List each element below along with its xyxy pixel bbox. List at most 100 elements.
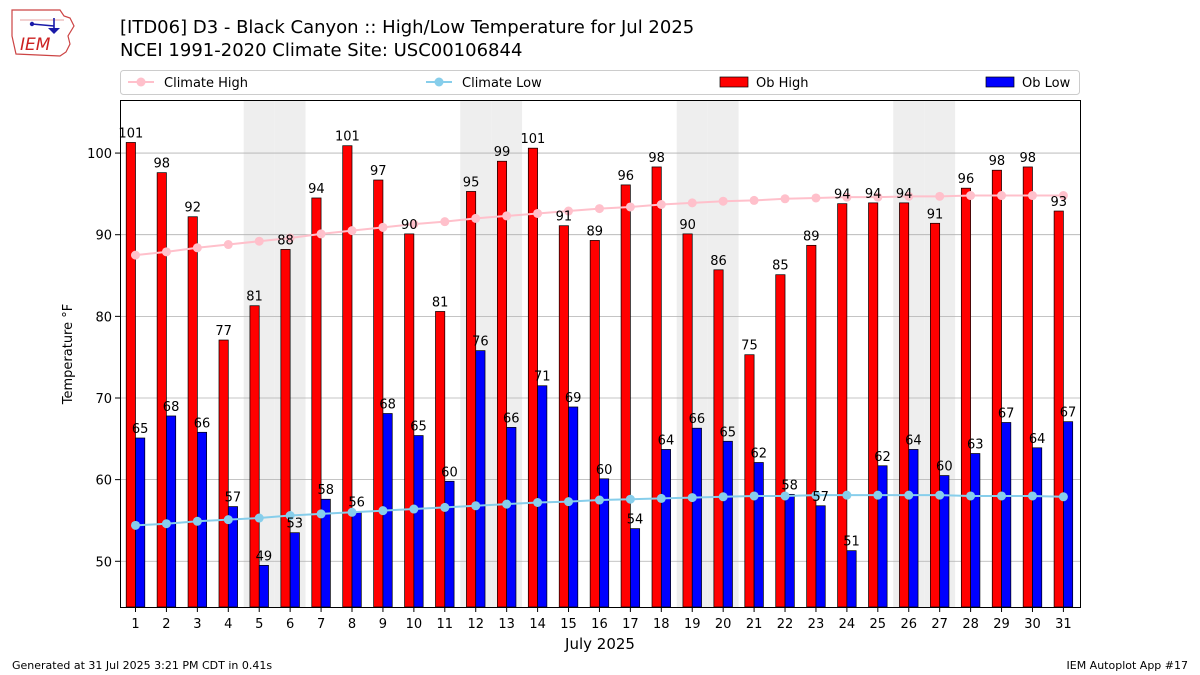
ob-low-bar-14 xyxy=(537,385,548,608)
climate-high-point-30 xyxy=(1027,191,1037,201)
climate-high-point-27 xyxy=(935,191,945,201)
ob-low-bar-24 xyxy=(846,550,857,608)
x-tick-label-22: 22 xyxy=(777,617,794,632)
ob-low-bar-26 xyxy=(908,449,919,608)
ob-high-label-15: 91 xyxy=(556,210,573,225)
ob-low-label-30: 64 xyxy=(1029,432,1046,447)
legend-label-ob-low: Ob Low xyxy=(1022,76,1071,91)
legend-swatch-ob-high xyxy=(719,76,749,88)
x-tick-label-12: 12 xyxy=(467,617,484,632)
climate-low-point-3 xyxy=(192,516,202,526)
x-tick-label-8: 8 xyxy=(348,617,356,632)
legend-label-ob-high: Ob High xyxy=(756,76,809,91)
x-tick-label-7: 7 xyxy=(317,617,325,632)
ob-high-label-29: 98 xyxy=(989,154,1006,169)
climate-low-point-26 xyxy=(904,490,914,500)
ob-high-label-19: 90 xyxy=(679,218,696,233)
ob-high-bar-25 xyxy=(868,202,879,608)
climate-high-point-8 xyxy=(347,226,357,236)
x-tick-label-17: 17 xyxy=(622,617,639,632)
ob-low-bar-17 xyxy=(630,528,641,608)
ob-low-bar-15 xyxy=(568,406,579,608)
ob-low-label-28: 63 xyxy=(967,438,984,453)
legend-marker-climate-high xyxy=(136,77,146,87)
legend: Climate High Climate Low Ob High Ob Low xyxy=(120,70,1080,95)
climate-low-point-28 xyxy=(966,491,976,501)
climate-low-point-2 xyxy=(161,519,171,529)
x-axis-label: July 2025 xyxy=(564,635,635,653)
ob-low-label-24: 51 xyxy=(843,535,860,550)
ob-high-label-26: 94 xyxy=(896,187,913,202)
logo-text: IEM xyxy=(20,35,51,55)
climate-high-point-17 xyxy=(625,202,635,212)
ob-high-bar-28 xyxy=(960,187,971,608)
climate-low-point-9 xyxy=(378,506,388,516)
ob-high-label-28: 96 xyxy=(958,172,975,187)
climate-low-point-11 xyxy=(440,502,450,512)
ob-high-label-1: 101 xyxy=(118,126,143,141)
x-tick-label-13: 13 xyxy=(498,617,515,632)
ob-high-label-8: 101 xyxy=(335,130,360,145)
y-tick-label-80: 80 xyxy=(95,310,112,325)
ob-low-bar-30 xyxy=(1032,447,1043,608)
climate-low-point-31 xyxy=(1058,492,1068,502)
ob-low-label-7: 58 xyxy=(317,483,334,498)
x-tick-label-10: 10 xyxy=(406,617,423,632)
ob-high-label-7: 94 xyxy=(308,182,325,197)
plot-frame xyxy=(120,100,1081,608)
ob-high-label-30: 98 xyxy=(1020,151,1037,166)
ob-high-bar-22 xyxy=(775,274,786,608)
climate-low-point-12 xyxy=(471,501,481,511)
climate-high-point-31 xyxy=(1058,191,1068,201)
x-tick-label-20: 20 xyxy=(715,617,732,632)
climate-high-point-4 xyxy=(223,240,233,250)
ob-high-bar-30 xyxy=(1022,166,1033,608)
ob-low-bar-25 xyxy=(877,465,888,608)
ob-low-label-23: 57 xyxy=(812,490,829,505)
climate-high-point-5 xyxy=(254,236,264,246)
climate-high-point-13 xyxy=(502,211,512,221)
ob-high-bar-23 xyxy=(806,244,817,608)
climate-high-point-22 xyxy=(780,194,790,204)
climate-high-point-14 xyxy=(533,208,543,218)
climate-high-point-18 xyxy=(656,200,666,210)
climate-high-point-7 xyxy=(316,229,326,239)
ob-low-label-25: 62 xyxy=(874,450,891,465)
climate-high-point-10 xyxy=(409,219,419,229)
y-axis-label: Temperature °F xyxy=(61,304,76,405)
ob-high-label-22: 85 xyxy=(772,259,789,274)
ob-low-label-5: 49 xyxy=(256,549,273,564)
x-tick-label-24: 24 xyxy=(839,617,856,632)
ob-low-label-21: 62 xyxy=(750,446,767,461)
climate-lines xyxy=(131,191,1068,530)
ob-high-bar-18 xyxy=(651,166,662,608)
climate-high-point-9 xyxy=(378,222,388,232)
chart-title: [ITD06] D3 - Black Canyon :: High/Low Te… xyxy=(120,17,695,38)
climate-low-point-17 xyxy=(625,494,635,504)
ob-high-label-21: 75 xyxy=(741,339,758,354)
climate-low-point-25 xyxy=(873,490,883,500)
legend-box xyxy=(120,70,1080,95)
climate-low-point-24 xyxy=(842,490,852,500)
ob-low-label-14: 71 xyxy=(534,370,551,385)
ob-low-label-4: 57 xyxy=(225,491,242,506)
x-tick-label-9: 9 xyxy=(379,617,387,632)
x-tick-label-31: 31 xyxy=(1055,617,1072,632)
ob-low-label-18: 64 xyxy=(658,433,675,448)
climate-low-point-18 xyxy=(656,493,666,503)
ob-high-label-31: 93 xyxy=(1050,195,1067,210)
ob-low-bar-31 xyxy=(1063,421,1074,608)
ob-high-label-23: 89 xyxy=(803,229,820,244)
climate-low-point-20 xyxy=(718,492,728,502)
ob-low-bar-18 xyxy=(660,449,671,608)
climate-low-point-16 xyxy=(594,495,604,505)
ob-low-label-27: 60 xyxy=(936,460,953,475)
ob-low-label-11: 60 xyxy=(441,465,458,480)
climate-low-point-22 xyxy=(780,491,790,501)
ob-low-label-22: 58 xyxy=(781,478,798,493)
ob-low-label-10: 65 xyxy=(410,420,427,435)
ob-high-label-11: 81 xyxy=(432,295,449,310)
legend-swatch-ob-low xyxy=(985,76,1015,88)
